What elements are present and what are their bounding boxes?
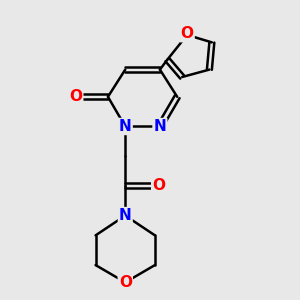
Text: N: N [154,119,166,134]
Text: O: O [152,178,165,194]
Text: N: N [119,208,132,223]
Text: N: N [119,119,132,134]
Text: O: O [119,275,132,290]
Text: O: O [181,26,194,41]
Text: O: O [69,89,82,104]
